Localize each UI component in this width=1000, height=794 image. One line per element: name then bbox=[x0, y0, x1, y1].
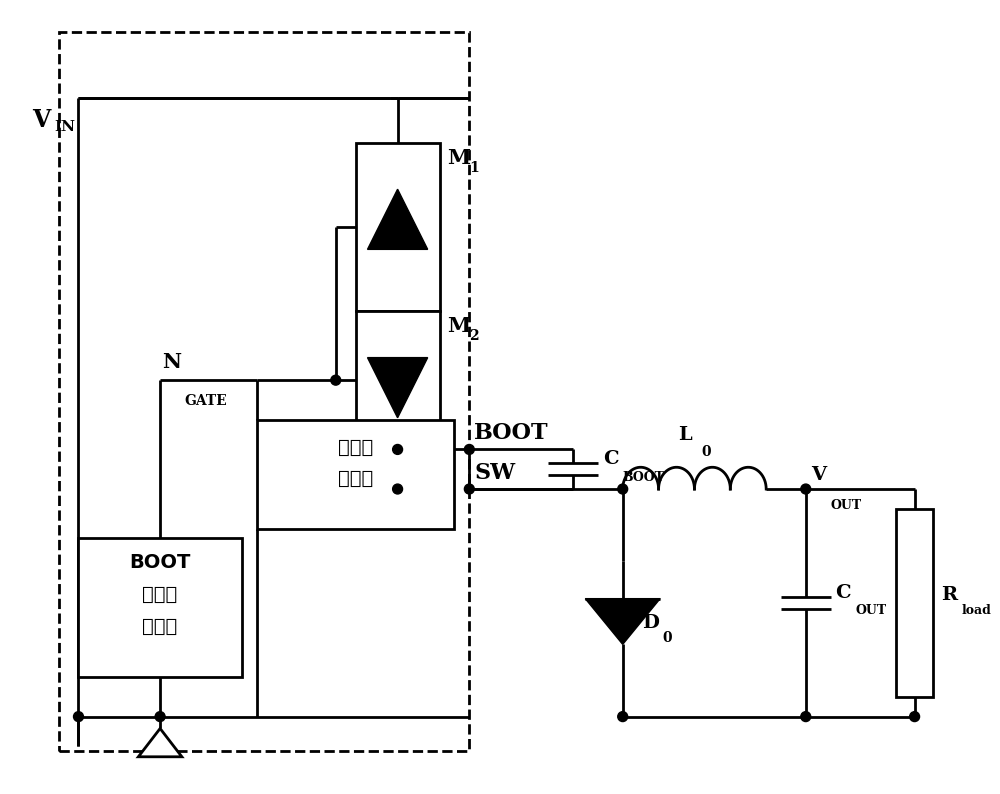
Bar bbox=[356, 311, 440, 449]
Circle shape bbox=[393, 484, 403, 494]
Circle shape bbox=[464, 445, 474, 454]
Text: 压单元: 压单元 bbox=[142, 617, 178, 636]
Text: BOOT: BOOT bbox=[623, 471, 665, 484]
Circle shape bbox=[74, 711, 83, 722]
Bar bbox=[59, 32, 469, 751]
Bar bbox=[257, 420, 454, 529]
Polygon shape bbox=[138, 728, 182, 757]
Text: BOOT: BOOT bbox=[474, 422, 549, 445]
Text: 0: 0 bbox=[702, 445, 711, 460]
Text: R: R bbox=[941, 586, 957, 604]
Polygon shape bbox=[368, 189, 428, 249]
Text: M: M bbox=[448, 316, 471, 336]
Text: L: L bbox=[678, 426, 691, 445]
Text: 参考电: 参考电 bbox=[142, 585, 178, 604]
Bar bbox=[356, 143, 440, 311]
Text: M: M bbox=[448, 148, 471, 168]
Text: V: V bbox=[811, 466, 826, 484]
Bar bbox=[78, 538, 242, 677]
Polygon shape bbox=[368, 357, 428, 418]
Text: load: load bbox=[961, 604, 991, 617]
Text: 存单元: 存单元 bbox=[338, 469, 373, 488]
Circle shape bbox=[155, 711, 165, 722]
Text: SW: SW bbox=[474, 462, 515, 484]
Text: OUT: OUT bbox=[855, 604, 886, 617]
Text: D: D bbox=[642, 614, 659, 631]
Text: GATE: GATE bbox=[184, 394, 227, 408]
Text: IN: IN bbox=[55, 120, 76, 134]
Bar bbox=[896, 509, 933, 697]
Text: C: C bbox=[603, 450, 619, 468]
Circle shape bbox=[801, 484, 811, 494]
Text: OUT: OUT bbox=[831, 499, 862, 512]
Text: 1: 1 bbox=[469, 160, 479, 175]
Circle shape bbox=[618, 711, 628, 722]
Circle shape bbox=[801, 711, 811, 722]
Text: 2: 2 bbox=[469, 329, 479, 343]
Circle shape bbox=[393, 445, 403, 454]
Text: 0: 0 bbox=[662, 631, 672, 646]
Circle shape bbox=[618, 484, 628, 494]
Polygon shape bbox=[585, 599, 660, 645]
Circle shape bbox=[464, 484, 474, 494]
Circle shape bbox=[331, 376, 341, 385]
Circle shape bbox=[910, 711, 920, 722]
Text: N: N bbox=[163, 353, 182, 372]
Text: C: C bbox=[835, 584, 851, 602]
Text: BOOT: BOOT bbox=[129, 553, 191, 572]
Text: V: V bbox=[32, 108, 50, 132]
Text: 低压锁: 低压锁 bbox=[338, 437, 373, 457]
